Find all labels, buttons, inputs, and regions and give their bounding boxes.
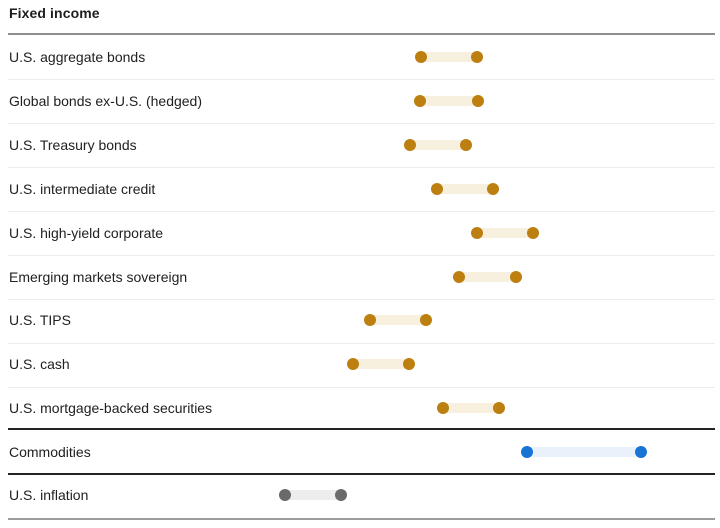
asset-label: U.S. intermediate credit <box>9 181 156 197</box>
separator-light <box>8 387 715 388</box>
range-bar <box>420 96 478 106</box>
separator-dark <box>8 473 715 475</box>
range-min-dot <box>437 402 449 414</box>
separator-bottom <box>8 518 715 520</box>
range-min-dot <box>414 95 426 107</box>
range-bar <box>285 490 341 500</box>
range-min-dot <box>471 227 483 239</box>
range-max-dot <box>471 51 483 63</box>
range-bar <box>443 403 499 413</box>
range-min-dot <box>279 489 291 501</box>
separator-light <box>8 211 715 212</box>
range-max-dot <box>403 358 415 370</box>
separator-header <box>8 33 715 35</box>
range-min-dot <box>431 183 443 195</box>
separator-light <box>8 255 715 256</box>
range-max-dot <box>420 314 432 326</box>
range-min-dot <box>415 51 427 63</box>
range-max-dot <box>493 402 505 414</box>
range-min-dot <box>347 358 359 370</box>
range-bar <box>370 315 426 325</box>
range-max-dot <box>472 95 484 107</box>
asset-label: U.S. Treasury bonds <box>9 137 137 153</box>
range-min-dot <box>453 271 465 283</box>
range-max-dot <box>460 139 472 151</box>
range-min-dot <box>364 314 376 326</box>
range-max-dot <box>527 227 539 239</box>
separator-light <box>8 299 715 300</box>
asset-label: U.S. cash <box>9 356 70 372</box>
range-min-dot <box>404 139 416 151</box>
range-bar <box>477 228 533 238</box>
asset-label: U.S. high-yield corporate <box>9 225 164 241</box>
range-max-dot <box>335 489 347 501</box>
range-bar <box>437 184 493 194</box>
chart-title: Fixed income <box>9 5 100 21</box>
asset-label: U.S. aggregate bonds <box>9 49 146 65</box>
asset-label: U.S. mortgage-backed securities <box>9 400 213 416</box>
asset-label: Emerging markets sovereign <box>9 269 188 285</box>
separator-light <box>8 79 715 80</box>
asset-label: U.S. TIPS <box>9 312 71 328</box>
range-max-dot <box>487 183 499 195</box>
range-bar <box>421 52 477 62</box>
asset-label: U.S. inflation <box>9 487 89 503</box>
asset-label: Commodities <box>9 444 91 460</box>
range-bar <box>353 359 409 369</box>
range-max-dot <box>510 271 522 283</box>
separator-light <box>8 167 715 168</box>
range-bar <box>410 140 466 150</box>
asset-label: Global bonds ex-U.S. (hedged) <box>9 93 202 109</box>
separator-light <box>8 343 715 344</box>
range-max-dot <box>635 446 647 458</box>
separator-light <box>8 123 715 124</box>
range-min-dot <box>521 446 533 458</box>
range-bar <box>459 272 516 282</box>
separator-dark <box>8 428 715 430</box>
range-bar <box>527 447 641 457</box>
